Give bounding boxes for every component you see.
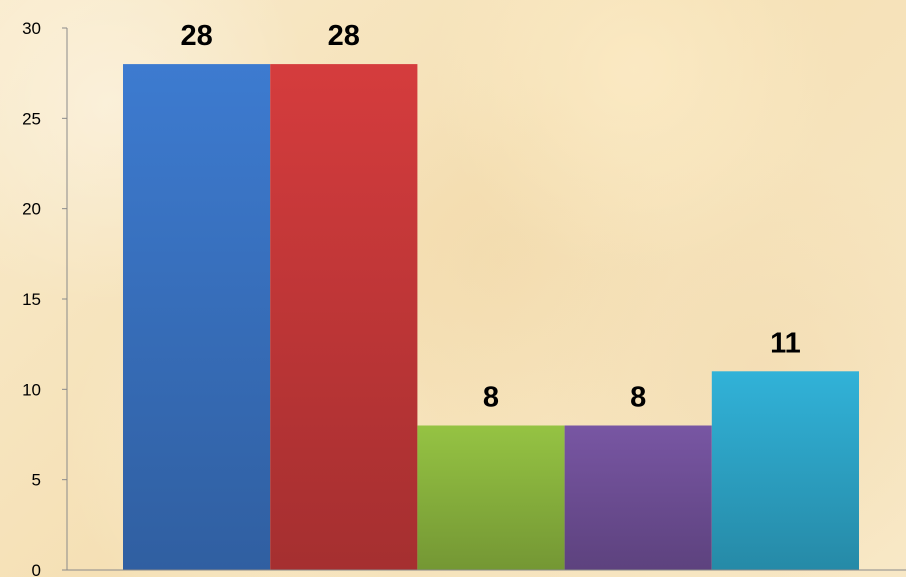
data-label-3: 8 xyxy=(483,382,499,414)
bar-2 xyxy=(270,64,418,570)
bar-5 xyxy=(711,371,859,570)
data-label-4: 8 xyxy=(630,382,646,414)
data-label-1: 28 xyxy=(180,20,212,52)
bars xyxy=(123,64,859,570)
y-tick-label: 25 xyxy=(22,109,41,128)
data-label-5: 11 xyxy=(770,327,801,359)
y-tick-label: 0 xyxy=(32,561,41,577)
y-axis: 0 5 10 15 20 25 30 xyxy=(22,19,68,577)
y-tick-label: 10 xyxy=(22,380,41,399)
y-tick-label: 20 xyxy=(22,200,41,219)
y-tick-label: 30 xyxy=(22,19,41,38)
y-tick-label: 15 xyxy=(22,290,41,309)
data-labels: 28 28 8 8 11 xyxy=(180,20,800,413)
bar-4 xyxy=(564,425,712,570)
bar-3 xyxy=(417,425,565,570)
bar-1 xyxy=(123,64,271,570)
data-label-2: 28 xyxy=(328,20,360,52)
y-tick-label: 5 xyxy=(32,471,41,490)
